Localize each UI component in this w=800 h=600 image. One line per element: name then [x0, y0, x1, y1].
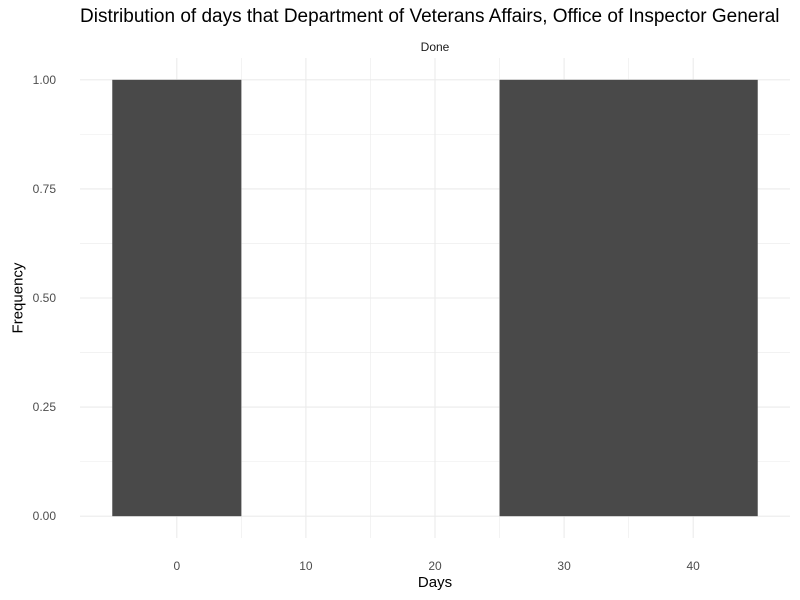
y-tick-label: 0.25: [33, 400, 57, 414]
histogram-bar-1: [112, 79, 242, 517]
x-tick-label: 40: [687, 559, 701, 573]
x-tick-label: 30: [557, 559, 571, 573]
y-tick-label: 1.00: [33, 73, 57, 87]
y-tick-label: 0.50: [33, 291, 57, 305]
chart-title: Distribution of days that Department of …: [80, 6, 780, 27]
x-tick-label: 20: [428, 559, 442, 573]
x-axis-label: Days: [417, 574, 453, 591]
y-tick-label: 0.00: [33, 509, 57, 523]
facet-label: Done: [420, 40, 450, 54]
x-tick-label: 10: [299, 559, 313, 573]
y-tick-label: 0.75: [33, 182, 57, 196]
histogram-bar-2: [499, 79, 758, 517]
x-tick-label: 0: [173, 559, 180, 573]
y-axis-label: Frequency: [9, 262, 27, 334]
